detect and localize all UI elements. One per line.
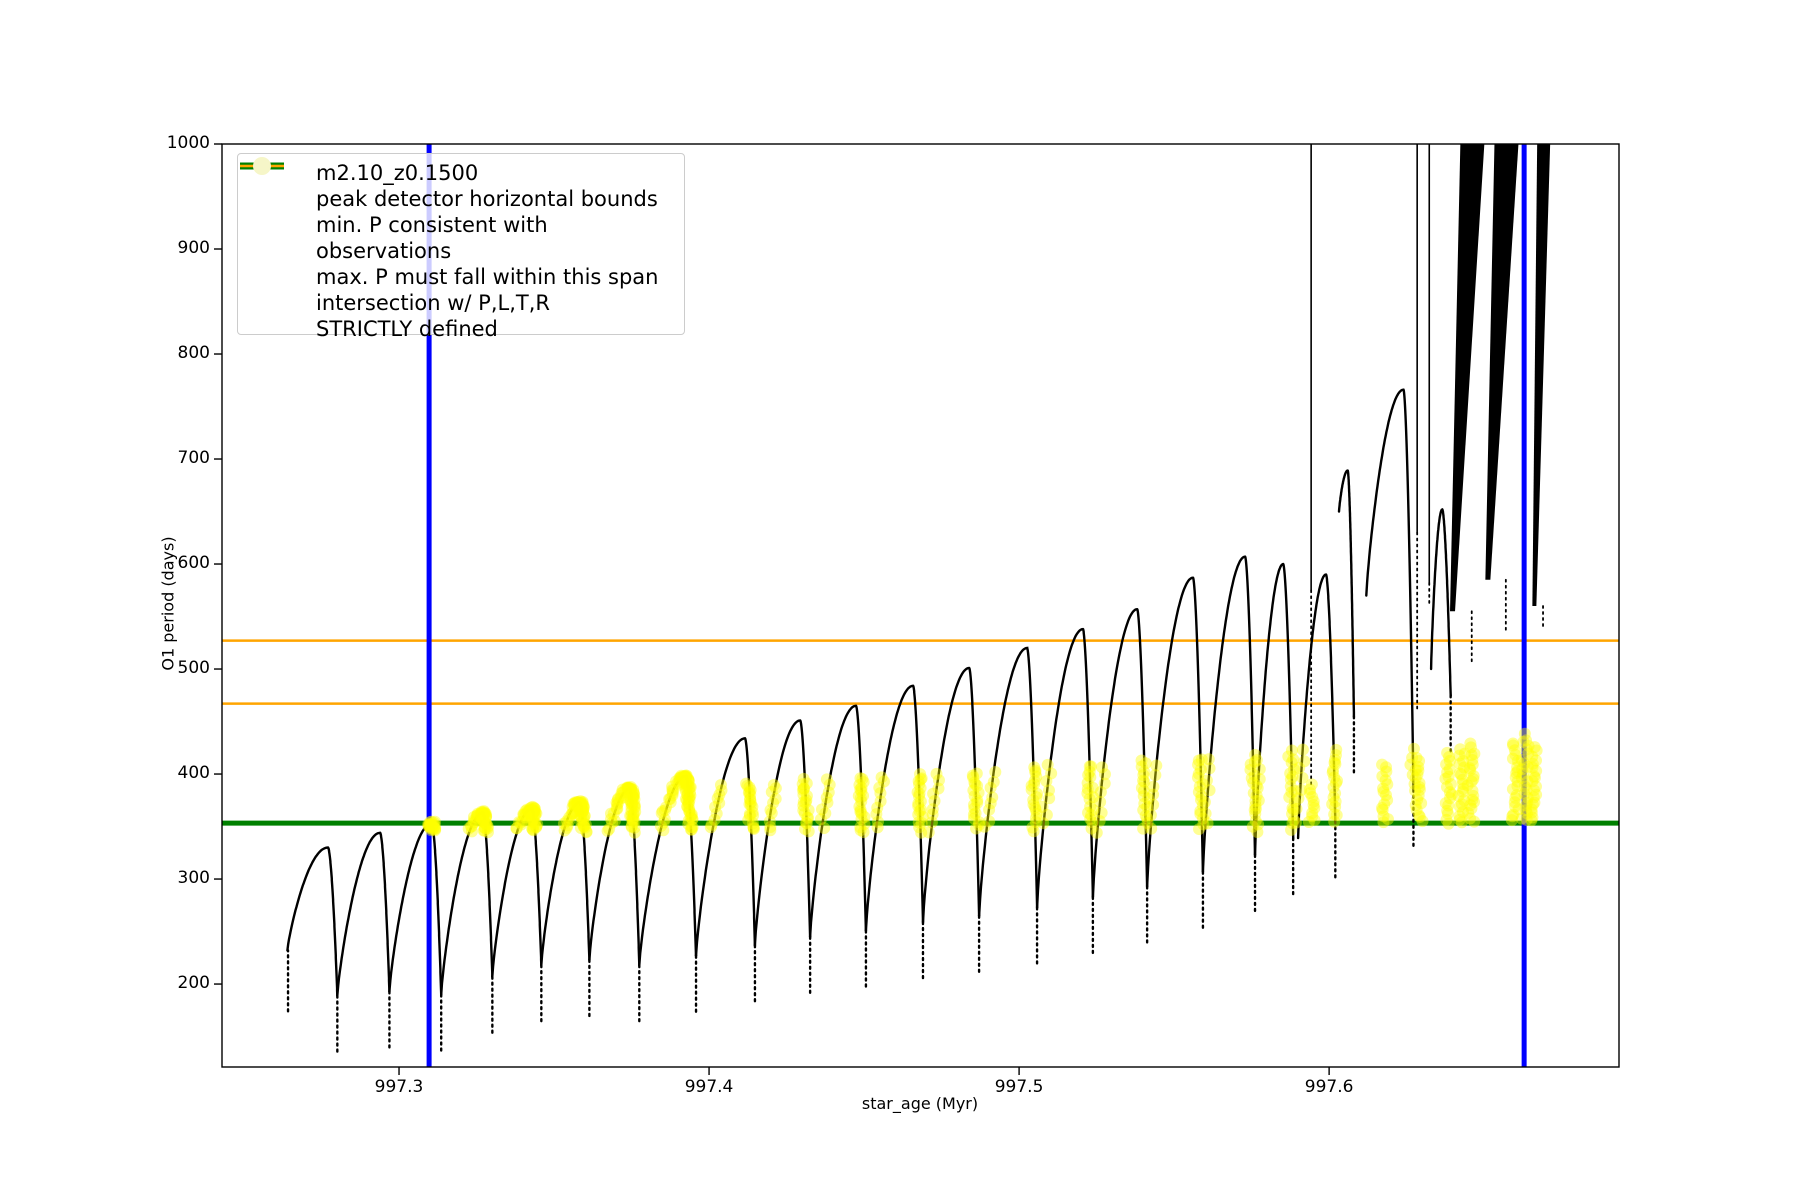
yellow-intersection-markers <box>422 727 1543 839</box>
y-tick-label: 200 <box>177 973 210 994</box>
legend-item-label: max. P must fall within this span <box>316 265 659 289</box>
dense-column <box>1450 144 1485 612</box>
x-tick-label: 997.6 <box>1304 1077 1354 1097</box>
legend-item-label: peak detector horizontal bounds <box>316 187 658 211</box>
legend-item-label: m2.10_z0.1500 <box>316 161 479 185</box>
y-tick-label: 400 <box>177 763 210 784</box>
plot-content <box>222 144 1619 1067</box>
x-axis-label: star_age (Myr) <box>861 1094 979 1113</box>
x-tick-label: 997.3 <box>374 1077 424 1097</box>
y-tick-label: 600 <box>177 553 210 574</box>
legend-item-1: peak detector horizontal bounds <box>240 162 674 212</box>
legend-item-label: intersection w/ P,L,T,R STRICTLY defined <box>316 291 550 341</box>
dense-column <box>1485 144 1519 580</box>
y-tick-label: 900 <box>177 238 210 258</box>
y-tick-label: 800 <box>177 343 210 363</box>
legend-item-3: max. P must fall within this span <box>240 164 674 290</box>
y-axis-label: O1 period (days) <box>158 536 178 671</box>
legend-item-4: intersection w/ P,L,T,R STRICTLY defined <box>248 157 674 342</box>
y-tick-label: 500 <box>177 658 210 679</box>
series-curve <box>286 144 1544 1055</box>
plot-border <box>221 143 1620 1068</box>
y-tick-label: 1000 <box>166 133 210 153</box>
dense-column <box>1532 144 1551 607</box>
legend-item-0: m2.10_z0.1500 <box>240 160 674 186</box>
y-tick-label: 700 <box>177 448 210 469</box>
tick-marks <box>214 143 1330 1075</box>
legend: m2.10_z0.1500 peak detector horizontal bo… <box>237 153 685 341</box>
legend-item-label: min. P consistent with observations <box>316 213 548 263</box>
x-tick-label: 997.5 <box>994 1077 1044 1097</box>
x-tick-label: 997.4 <box>684 1077 734 1097</box>
y-tick-label: 300 <box>177 868 210 889</box>
legend-item-2: min. P consistent with observations <box>240 162 674 264</box>
